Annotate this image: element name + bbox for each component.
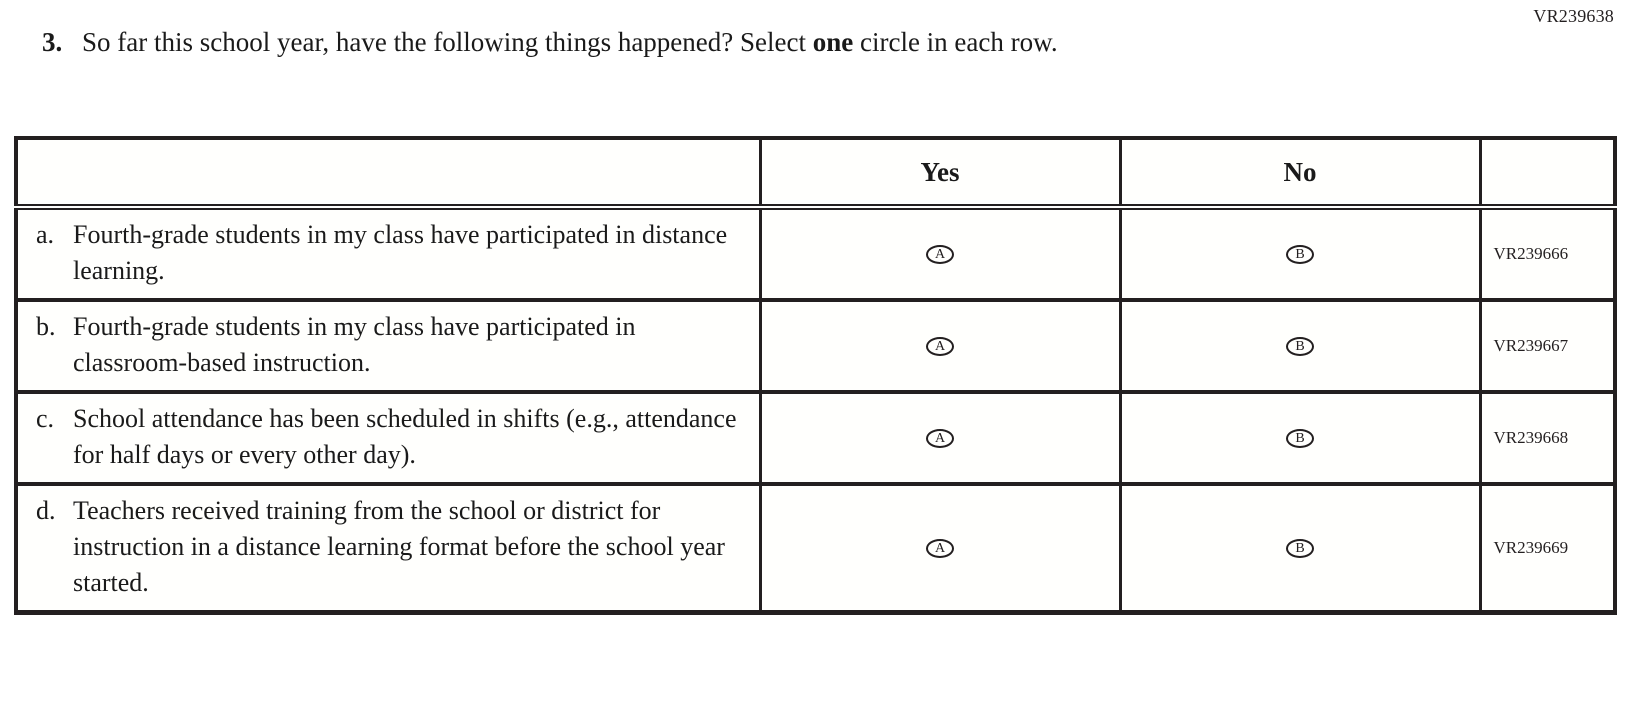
- row-statement-inner: b. Fourth-grade students in my class hav…: [28, 309, 749, 381]
- row-variable-id: VR239666: [1493, 244, 1569, 263]
- question-emphasis-one: one: [812, 27, 854, 57]
- row-letter: b.: [36, 312, 56, 341]
- radio-bubble-no-icon[interactable]: B: [1286, 244, 1314, 264]
- row-statement-inner: a. Fourth-grade students in my class hav…: [28, 217, 749, 289]
- radio-bubble-no-icon[interactable]: B: [1286, 428, 1314, 448]
- radio-bubble-yes-icon[interactable]: A: [926, 428, 954, 448]
- row-yes-option-cell[interactable]: A: [758, 482, 1122, 615]
- row-statement-cell: d. Teachers received training from the s…: [14, 482, 762, 615]
- row-statement-inner: d. Teachers received training from the s…: [28, 493, 749, 601]
- row-yes-option-cell[interactable]: A: [758, 390, 1122, 486]
- row-letter: a.: [36, 220, 55, 249]
- row-id-cell: VR239668: [1478, 390, 1617, 486]
- table-row: b. Fourth-grade students in my class hav…: [14, 298, 1617, 394]
- radio-bubble-yes-icon[interactable]: A: [926, 538, 954, 558]
- table-row: c. School attendance has been scheduled …: [14, 390, 1617, 486]
- row-id-cell: VR239669: [1478, 482, 1617, 615]
- header-id-column: [1478, 136, 1617, 210]
- row-statement-text: Teachers received training from the scho…: [73, 496, 725, 597]
- header-yes-label: Yes: [920, 156, 960, 187]
- row-id-cell: VR239666: [1478, 205, 1617, 302]
- radio-bubble-yes-icon[interactable]: A: [926, 336, 954, 356]
- table-row: d. Teachers received training from the s…: [14, 482, 1617, 615]
- row-no-option-cell[interactable]: B: [1118, 482, 1482, 615]
- row-letter: d.: [36, 496, 56, 525]
- radio-bubble-no-icon[interactable]: B: [1286, 336, 1314, 356]
- header-no-label: No: [1283, 156, 1317, 187]
- row-statement-cell: c. School attendance has been scheduled …: [14, 390, 762, 486]
- row-id-cell: VR239667: [1478, 298, 1617, 394]
- page-variable-id: VR239638: [1533, 6, 1614, 26]
- header-yes-column: Yes: [758, 136, 1122, 210]
- grid-header-row: Yes No: [14, 136, 1617, 210]
- response-grid: Yes No a. Fourth-grade students in my cl…: [14, 136, 1617, 615]
- row-statement-text: School attendance has been scheduled in …: [73, 404, 737, 469]
- header-statement-column: [14, 136, 762, 210]
- question-text-part-2: circle in each row.: [853, 27, 1058, 57]
- question-text-part-1: So far this school year, have the follow…: [82, 27, 813, 57]
- row-variable-id: VR239667: [1493, 336, 1569, 355]
- row-no-option-cell[interactable]: B: [1118, 298, 1482, 394]
- table-row: a. Fourth-grade students in my class hav…: [14, 205, 1617, 302]
- radio-bubble-yes-icon[interactable]: A: [926, 244, 954, 264]
- row-yes-option-cell[interactable]: A: [758, 298, 1122, 394]
- radio-bubble-no-icon[interactable]: B: [1286, 538, 1314, 558]
- response-grid-wrapper: Yes No a. Fourth-grade students in my cl…: [14, 136, 1617, 615]
- row-no-option-cell[interactable]: B: [1118, 205, 1482, 302]
- row-variable-id: VR239668: [1493, 428, 1569, 447]
- question-block: 3. So far this school year, have the fol…: [42, 24, 1398, 61]
- header-no-column: No: [1118, 136, 1482, 210]
- question-text: So far this school year, have the follow…: [82, 24, 1398, 61]
- row-no-option-cell[interactable]: B: [1118, 390, 1482, 486]
- row-statement-cell: b. Fourth-grade students in my class hav…: [14, 298, 762, 394]
- question-row: 3. So far this school year, have the fol…: [42, 24, 1398, 61]
- row-statement-text: Fourth-grade students in my class have p…: [73, 312, 636, 377]
- row-statement-text: Fourth-grade students in my class have p…: [73, 220, 728, 285]
- row-statement-cell: a. Fourth-grade students in my class hav…: [14, 205, 762, 302]
- row-letter: c.: [36, 404, 55, 433]
- row-statement-inner: c. School attendance has been scheduled …: [28, 401, 749, 473]
- row-variable-id: VR239669: [1493, 538, 1569, 557]
- row-yes-option-cell[interactable]: A: [758, 205, 1122, 302]
- question-number: 3.: [42, 27, 63, 57]
